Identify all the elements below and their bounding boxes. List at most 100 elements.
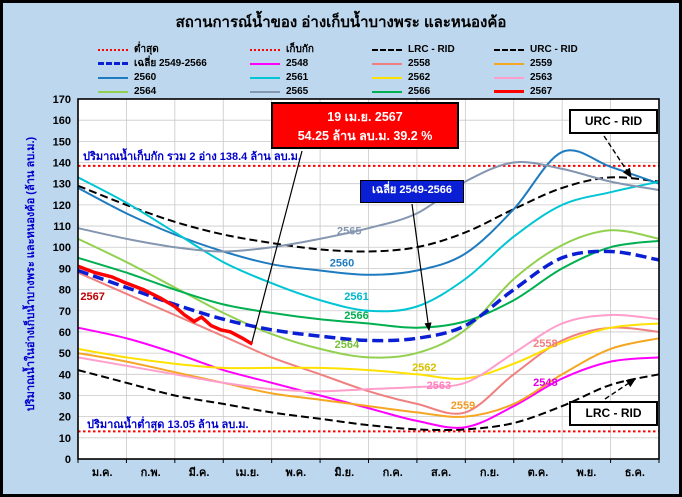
legend-item-2567: 2567 [494, 85, 616, 98]
series-line-2564 [77, 229, 660, 359]
legend-label: 2548 [286, 58, 309, 69]
series-line-2567 [77, 264, 254, 346]
legend-label: URC - RID [530, 44, 578, 55]
legend-label: 2565 [286, 86, 309, 97]
legend-swatch [494, 76, 524, 79]
svg-text:มิ.ย.: มิ.ย. [334, 466, 354, 479]
svg-text:2565: 2565 [337, 226, 361, 238]
legend-label: 2560 [134, 72, 157, 83]
svg-text:140: 140 [53, 158, 71, 170]
legend-swatch [98, 48, 128, 51]
svg-text:50: 50 [59, 348, 71, 360]
legend-swatch [250, 62, 280, 65]
svg-text:ก.ย.: ก.ย. [480, 467, 499, 479]
svg-text:130: 130 [53, 179, 71, 191]
svg-text:ส.ค.: ส.ค. [431, 467, 451, 479]
legend-item-ต่ำสุด: ต่ำสุด [98, 43, 250, 56]
legend-label: 2558 [408, 58, 431, 69]
svg-text:ม.ค.: ม.ค. [92, 467, 113, 479]
legend-item-เฉลี่ย 2549-2566: เฉลี่ย 2549-2566 [98, 57, 250, 70]
legend-label: 2566 [408, 86, 431, 97]
svg-text:150: 150 [53, 136, 71, 148]
svg-text:160: 160 [53, 115, 71, 127]
svg-text:0: 0 [65, 454, 71, 466]
legend-label: 2567 [530, 86, 553, 97]
legend-item-2560: 2560 [98, 71, 250, 84]
legend-item-URC - RID: URC - RID [494, 43, 616, 56]
svg-text:2562: 2562 [412, 362, 436, 374]
capacity-label: ปริมาณน้ำเก็บกัก รวม 2 อ่าง 138.4 ล้าน ล… [83, 151, 301, 163]
series-line-เฉลี่ย 2549-2566 [77, 249, 660, 343]
svg-text:100: 100 [53, 242, 71, 254]
series-line-2563 [77, 313, 660, 393]
legend-label: เฉลี่ย 2549-2566 [134, 58, 207, 69]
legend-item-2559: 2559 [494, 57, 616, 70]
series-line-2559 [77, 337, 660, 418]
legend-item-2562: 2562 [372, 71, 494, 84]
svg-text:ก.ค.: ก.ค. [383, 467, 403, 479]
svg-text:20: 20 [59, 412, 71, 424]
urc-box: URC - RID [569, 109, 658, 134]
annotation-connectors [251, 135, 637, 400]
y-axis-tick-labels: 0 10 20 30 40 50 60 70 80 90 100 110 120 130 140 150 160… [53, 94, 71, 466]
chart-legend: ต่ำสุด เก็บกัก LRC - RID URC - RID เฉลี่ย 25… [98, 43, 616, 98]
svg-text:พ.ย.: พ.ย. [576, 467, 596, 479]
svg-text:ก.พ.: ก.พ. [141, 467, 161, 479]
legend-swatch [98, 76, 128, 79]
minimum-label: ปริมาณน้ำต่ำสุด 13.05 ล้าน ลบ.ม. [87, 419, 249, 431]
legend-label: 2564 [134, 86, 157, 97]
callout-date: 19 เม.ย. 2567 [327, 110, 403, 124]
legend-label: 2562 [408, 72, 431, 83]
series-line-2561 [77, 176, 660, 313]
callout-value: 54.25 ล้าน ลบ.ม. 39.2 % [297, 129, 433, 143]
svg-text:90: 90 [59, 263, 71, 275]
legend-item-2561: 2561 [250, 71, 372, 84]
legend-swatch [250, 90, 280, 93]
legend-label: เก็บกัก [286, 44, 314, 55]
svg-text:2558: 2558 [533, 338, 557, 350]
svg-text:พ.ค.: พ.ค. [286, 467, 307, 479]
legend-swatch [250, 76, 280, 79]
series-line-2558 [77, 271, 660, 415]
legend-item-LRC - RID: LRC - RID [372, 43, 494, 56]
legend-item-2563: 2563 [494, 71, 616, 84]
legend-item-2548: 2548 [250, 57, 372, 70]
legend-label: LRC - RID [408, 44, 455, 55]
chart-title: สถานการณ์น้ำของ อ่างเก็บน้ำบางพระ และหนอ… [175, 14, 507, 31]
svg-text:170: 170 [53, 94, 71, 106]
svg-text:80: 80 [59, 285, 71, 297]
svg-text:2567: 2567 [80, 291, 104, 303]
legend-swatch [372, 90, 402, 93]
legend-swatch [98, 90, 128, 93]
svg-text:60: 60 [59, 327, 71, 339]
legend-swatch [372, 76, 402, 79]
legend-swatch [494, 48, 524, 51]
svg-text:40: 40 [59, 369, 71, 381]
svg-text:ต.ค.: ต.ค. [528, 467, 549, 479]
legend-swatch [98, 62, 128, 65]
svg-text:10: 10 [59, 433, 71, 445]
svg-text:110: 110 [53, 221, 71, 233]
svg-text:2566: 2566 [344, 310, 368, 322]
series-line-LRC - RID [77, 369, 660, 432]
svg-text:2563: 2563 [427, 380, 451, 392]
svg-text:120: 120 [53, 200, 71, 212]
legend-label: 2561 [286, 72, 309, 83]
legend-label: 2563 [530, 72, 553, 83]
legend-swatch [494, 62, 524, 65]
series-line-2562 [77, 322, 660, 380]
legend-item-เก็บกัก: เก็บกัก [250, 43, 372, 56]
plot-border [77, 98, 660, 460]
svg-text:30: 30 [59, 390, 71, 402]
legend-item-2558: 2558 [372, 57, 494, 70]
svg-text:2561: 2561 [344, 291, 368, 303]
svg-text:2560: 2560 [330, 257, 354, 269]
average-box: เฉลี่ย 2549-2566 [360, 180, 464, 203]
svg-text:70: 70 [59, 306, 71, 318]
svg-text:มี.ค.: มี.ค. [189, 466, 210, 479]
series-line-2566 [77, 239, 660, 329]
svg-text:2548: 2548 [533, 377, 557, 389]
legend-swatch [372, 48, 402, 51]
